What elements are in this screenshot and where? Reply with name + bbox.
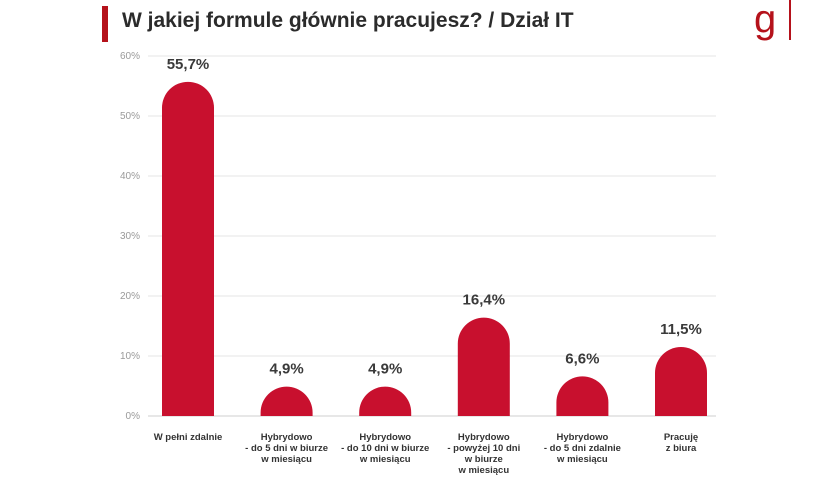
x-tick-label: z biura: [666, 443, 697, 454]
brand-logo: g: [754, 0, 791, 41]
x-tick-label: w miesiącu: [556, 454, 608, 465]
data-label: 11,5%: [660, 321, 702, 338]
x-tick-label: Hybrydowo: [557, 432, 609, 443]
page-title: W jakiej formule głównie pracujesz? / Dz…: [122, 9, 574, 32]
title-accent-bar: [102, 6, 108, 42]
x-tick-label: Hybrydowo: [359, 432, 411, 443]
x-tick-label: - do 5 dni w biurze: [245, 443, 328, 454]
x-tick-label: w miesiącu: [359, 454, 411, 465]
y-tick-label: 0%: [126, 411, 141, 422]
x-tick-label: w miesiącu: [457, 465, 509, 476]
logo-divider: [789, 0, 791, 40]
data-label: 16,4%: [463, 292, 506, 309]
bar: [359, 386, 412, 416]
x-tick-label: w biurze: [464, 454, 503, 465]
x-tick-label: - do 5 dni zdalnie: [544, 443, 621, 454]
bar: [457, 317, 510, 416]
data-label: 6,6%: [565, 350, 599, 367]
data-label: 4,9%: [368, 361, 402, 378]
x-tick-label: Pracuję: [664, 432, 698, 443]
x-tick-label: w miesiącu: [260, 454, 312, 465]
y-tick-label: 10%: [120, 351, 140, 362]
logo-letter: g: [754, 0, 776, 41]
x-tick-label: - powyżej 10 dni: [447, 443, 520, 454]
bar: [556, 376, 609, 416]
y-tick-label: 50%: [120, 111, 140, 122]
x-tick-label: - do 10 dni w biurze: [341, 443, 429, 454]
bar: [655, 347, 707, 416]
data-label: 4,9%: [269, 361, 303, 378]
x-tick-label: W pełni zdalnie: [154, 432, 223, 443]
x-tick-label: Hybrydowo: [458, 432, 510, 443]
y-tick-label: 20%: [120, 291, 140, 302]
x-tick-label: Hybrydowo: [261, 432, 313, 443]
bar: [260, 386, 313, 416]
data-label: 55,7%: [167, 56, 210, 73]
y-tick-label: 60%: [120, 51, 140, 62]
bar: [162, 81, 214, 416]
y-tick-label: 40%: [120, 171, 140, 182]
y-tick-label: 30%: [120, 231, 140, 242]
